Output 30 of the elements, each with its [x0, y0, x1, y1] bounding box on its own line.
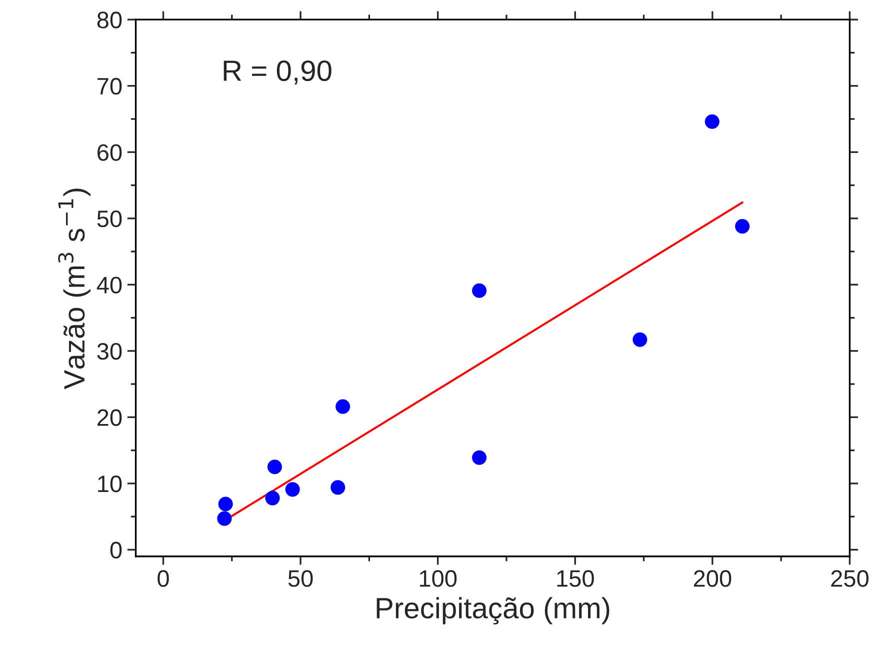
y-tick-label: 30 — [97, 342, 122, 360]
x-axis-title: Precipitação (mm) — [376, 597, 610, 624]
point — [336, 399, 350, 414]
annotation: R = 0,90 — [224, 60, 332, 85]
point — [218, 496, 233, 512]
y-tick-label: 50 — [97, 210, 122, 228]
y-tick-label: 70 — [98, 78, 122, 95]
y-tick-label: 80 — [97, 12, 122, 28]
point — [330, 480, 346, 495]
x-tick-label: 50 — [288, 570, 313, 587]
x-tick-label: 0 — [158, 570, 169, 587]
point — [704, 114, 720, 129]
y-tick-label: 20 — [98, 409, 122, 426]
point — [285, 482, 300, 497]
point — [735, 219, 750, 234]
x-tick-label: 250 — [831, 570, 868, 587]
x-tick-label: 150 — [557, 570, 594, 587]
x-tick-label: 200 — [694, 570, 732, 587]
y-tick-label: 60 — [98, 144, 122, 161]
point — [632, 332, 648, 347]
point — [472, 283, 487, 298]
y-tick-label: 0 — [110, 542, 122, 559]
point — [265, 490, 280, 506]
y-tick-label: 10 — [98, 476, 122, 492]
y-axis-title: Vazão (m$^{3}$ s$^{−1}$) — [58, 188, 90, 390]
point — [267, 460, 282, 474]
point — [472, 450, 487, 465]
x-tick-label: 100 — [420, 570, 457, 587]
point — [217, 511, 232, 526]
y-tick-label: 40 — [96, 276, 122, 294]
